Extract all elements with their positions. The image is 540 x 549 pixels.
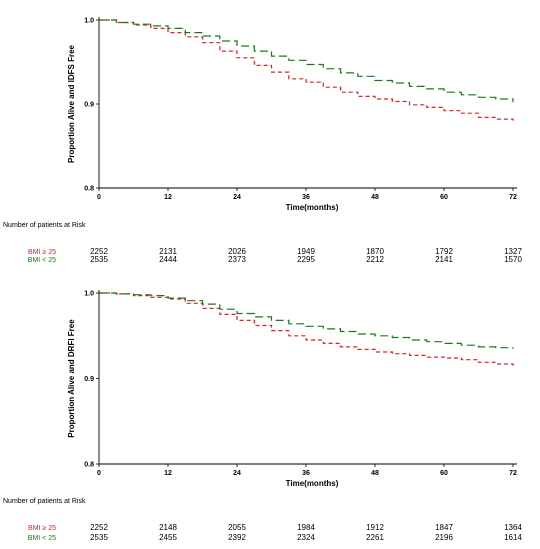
y-tick-label: 0.8 bbox=[84, 462, 94, 469]
risk-count: 2535 bbox=[90, 255, 108, 264]
x-tick-label: 60 bbox=[440, 194, 448, 201]
risk-group-label: BMI ≥ 25 bbox=[28, 249, 56, 256]
risk-count: 1792 bbox=[435, 247, 453, 256]
risk-group-label: BMI < 25 bbox=[28, 257, 56, 264]
risk-count: 2373 bbox=[228, 255, 246, 264]
risk-table-title: Number of patients at Risk bbox=[3, 222, 86, 229]
risk-count: 1912 bbox=[366, 523, 384, 532]
risk-count: 1570 bbox=[504, 255, 522, 264]
x-tick-label: 12 bbox=[164, 194, 172, 201]
risk-count: 2324 bbox=[297, 533, 315, 542]
x-tick-label: 36 bbox=[302, 194, 310, 201]
x-axis-label: Time(months) bbox=[286, 479, 339, 488]
survival-curve bbox=[99, 292, 514, 366]
y-tick-label: 0.9 bbox=[84, 102, 94, 109]
y-axis-label: Proportion Alive and DRFI Free bbox=[67, 319, 76, 438]
risk-count: 1949 bbox=[297, 247, 315, 256]
x-tick-label: 0 bbox=[97, 194, 101, 201]
risk-count: 2141 bbox=[435, 255, 453, 264]
x-tick-label: 36 bbox=[302, 470, 310, 477]
risk-count: 2131 bbox=[159, 247, 177, 256]
x-tick-label: 24 bbox=[233, 470, 241, 477]
survival-curve bbox=[99, 19, 514, 103]
risk-count: 1614 bbox=[504, 533, 522, 542]
x-tick-label: 72 bbox=[509, 470, 517, 477]
risk-count: 2055 bbox=[228, 523, 246, 532]
risk-count: 1364 bbox=[504, 523, 522, 532]
risk-count: 1870 bbox=[366, 247, 384, 256]
x-tick-label: 60 bbox=[440, 470, 448, 477]
risk-count: 2535 bbox=[90, 533, 108, 542]
y-tick-label: 1.0 bbox=[84, 18, 94, 25]
x-tick-label: 0 bbox=[97, 470, 101, 477]
x-tick-label: 48 bbox=[371, 470, 379, 477]
x-axis-label: Time(months) bbox=[286, 203, 339, 212]
risk-count: 1984 bbox=[297, 523, 315, 532]
x-tick-label: 12 bbox=[164, 470, 172, 477]
risk-count: 2252 bbox=[90, 523, 108, 532]
x-tick-label: 24 bbox=[233, 194, 241, 201]
risk-count: 2212 bbox=[366, 255, 384, 264]
risk-count: 1327 bbox=[504, 247, 522, 256]
risk-count: 2196 bbox=[435, 533, 453, 542]
risk-count: 2026 bbox=[228, 247, 246, 256]
y-tick-label: 0.8 bbox=[84, 186, 94, 193]
risk-count: 2455 bbox=[159, 533, 177, 542]
risk-count: 1847 bbox=[435, 523, 453, 532]
y-tick-label: 1.0 bbox=[84, 291, 94, 298]
y-tick-label: 0.9 bbox=[84, 376, 94, 383]
x-tick-label: 48 bbox=[371, 194, 379, 201]
risk-table-title: Number of patients at Risk bbox=[3, 498, 86, 505]
risk-count: 2261 bbox=[366, 533, 384, 542]
y-axis-label: Proportion Alive and IDFS Free bbox=[67, 44, 76, 162]
risk-count: 2252 bbox=[90, 247, 108, 256]
risk-count: 2295 bbox=[297, 255, 315, 264]
risk-group-label: BMI < 25 bbox=[28, 535, 56, 542]
risk-group-label: BMI ≥ 25 bbox=[28, 525, 56, 532]
survival-curve bbox=[99, 19, 514, 121]
risk-count: 2392 bbox=[228, 533, 246, 542]
x-tick-label: 72 bbox=[509, 194, 517, 201]
risk-count: 2444 bbox=[159, 255, 177, 264]
risk-count: 2148 bbox=[159, 523, 177, 532]
survival-curve bbox=[99, 292, 514, 349]
